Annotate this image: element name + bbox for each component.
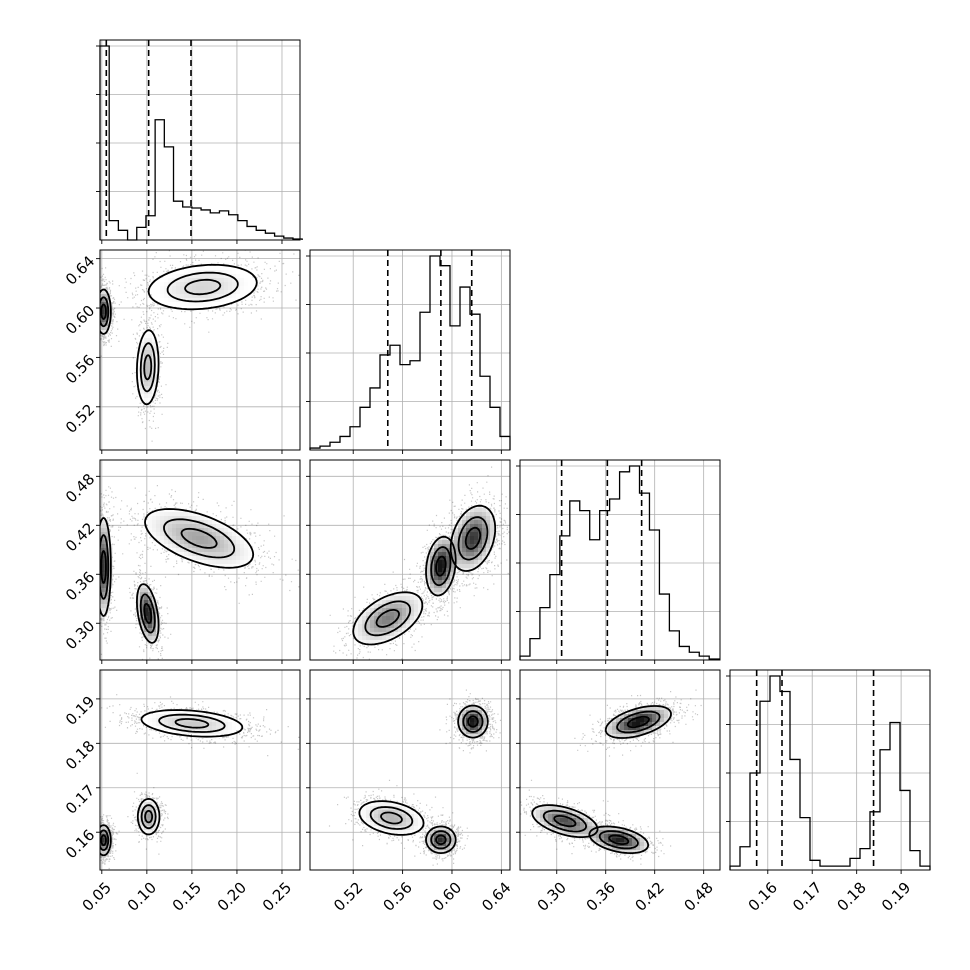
x-tick-label-3-3: 0.19 [878,878,914,914]
panel-content [96,460,300,661]
x-tick-label-1-0: 0.52 [330,878,366,914]
density-fill [100,710,240,854]
y-tick-label-2-0: 0.30 [62,617,98,653]
y-tick-label-3-2: 0.18 [62,737,98,773]
histogram-panel-3 [726,670,930,874]
x-tick-label-3-2: 0.18 [834,878,870,914]
y-tick-label-2-1: 0.36 [62,568,98,604]
x-tick-label-3-1: 0.17 [789,878,825,914]
histogram-panel-0 [96,40,302,244]
y-tick-label-1-3: 0.64 [62,252,98,288]
y-tick-label-2-2: 0.42 [62,519,98,555]
panel-content [520,670,720,870]
panel-content [310,670,510,870]
panel-content [96,249,300,450]
scatter-panel-0-2 [96,460,300,664]
scatter-panel-1-3 [306,670,510,874]
panel-frame [310,670,510,870]
y-tick-label-1-0: 0.52 [62,400,98,436]
x-tick-label-2-1: 0.36 [583,878,619,914]
x-tick-label-0-4: 0.25 [259,878,295,914]
x-tick-label-1-1: 0.56 [379,878,415,914]
scatter-panel-1-2 [306,460,511,664]
x-tick-label-0-1: 0.10 [124,878,160,914]
y-tick-label-1-2: 0.60 [62,302,98,338]
x-tick-label-0-2: 0.15 [169,878,205,914]
density-fill [100,508,252,644]
panel-content [96,670,300,870]
density-fill [100,266,256,402]
scatter-panel-0-3 [96,670,300,874]
histogram-panel-2 [516,460,720,664]
x-tick-label-0-0: 0.05 [79,878,115,914]
y-tick-label-3-0: 0.16 [62,826,98,862]
x-tick-label-1-3: 0.64 [478,878,514,914]
panel-frame [100,40,300,240]
x-tick-label-0-3: 0.20 [214,878,250,914]
scatter-panel-0-1 [96,249,300,454]
y-tick-label-3-1: 0.17 [62,781,98,817]
panel-frame [100,670,300,870]
x-tick-label-2-3: 0.48 [681,878,717,914]
x-tick-label-2-0: 0.30 [534,878,570,914]
scatter-points [98,486,299,662]
x-tick-label-2-2: 0.42 [632,878,668,914]
y-tick-label-3-3: 0.19 [62,693,98,729]
scatter-panel-2-3 [516,670,720,874]
histogram-panel-1 [306,250,510,454]
y-tick-label-2-3: 0.48 [62,470,98,506]
x-tick-label-3-0: 0.16 [745,878,781,914]
panel-content [310,460,511,660]
y-tick-label-1-1: 0.56 [62,351,98,387]
x-tick-label-1-2: 0.60 [429,878,465,914]
